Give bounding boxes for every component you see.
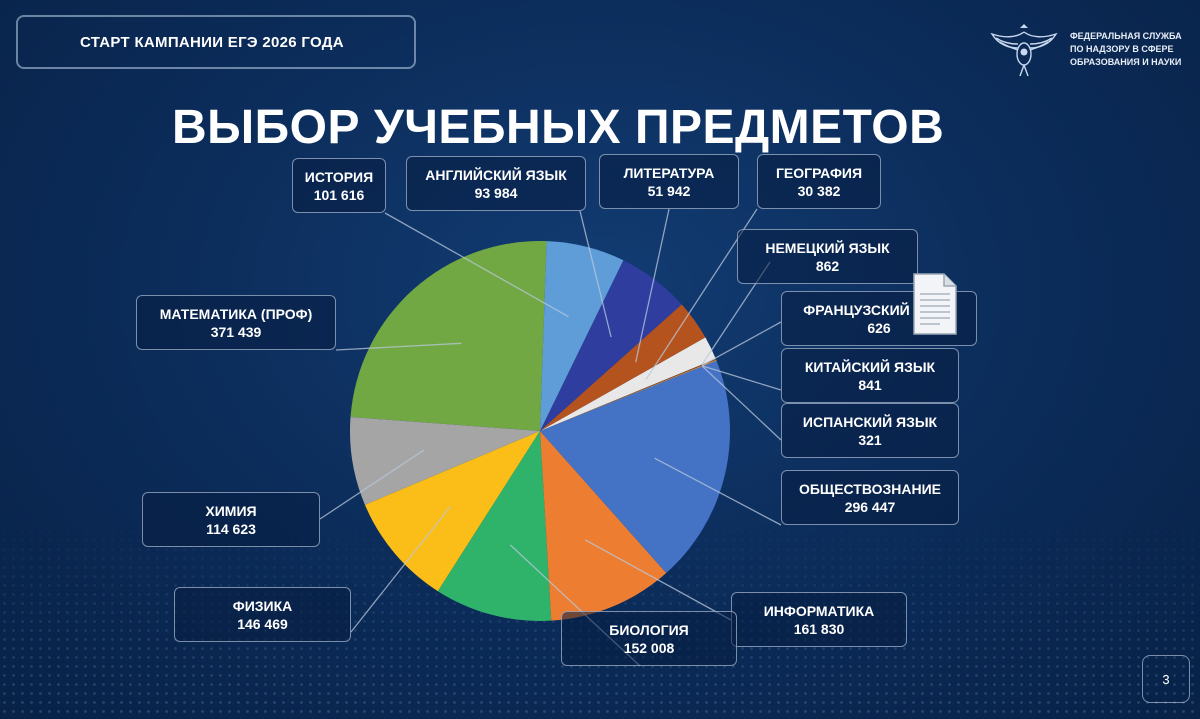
leader-line-8 bbox=[701, 321, 782, 366]
leader-line-2 bbox=[350, 506, 451, 633]
label-value: 841 bbox=[858, 376, 882, 393]
label-matematika: МАТЕМАТИКА (ПРОФ) 371 439 bbox=[136, 295, 336, 350]
leader-line-5 bbox=[654, 457, 782, 526]
label-kitayskiy: КИТАЙСКИЙ ЯЗЫК 841 bbox=[781, 348, 959, 403]
label-value: 93 984 bbox=[474, 184, 518, 201]
label-istoriya: ИСТОРИЯ 101 616 bbox=[292, 158, 386, 213]
label-value: 862 bbox=[815, 257, 840, 274]
agency-line-3: ОБРАЗОВАНИЯ И НАУКИ bbox=[1070, 57, 1182, 67]
label-name: ИСТОРИЯ bbox=[304, 168, 374, 185]
document-icon bbox=[913, 273, 957, 335]
label-khimiya: ХИМИЯ 114 623 bbox=[142, 492, 320, 547]
leader-line-7 bbox=[702, 365, 782, 391]
label-name: ИСПАНСКИЙ ЯЗЫК bbox=[802, 413, 938, 430]
leader-line-11 bbox=[635, 208, 670, 363]
label-value: 152 008 bbox=[623, 639, 675, 656]
label-nemetskiy: НЕМЕЦКИЙ ЯЗЫК 862 bbox=[737, 229, 918, 284]
label-name: КИТАЙСКИЙ ЯЗЫК bbox=[804, 358, 936, 375]
pie-slice-6 bbox=[540, 360, 717, 431]
label-value: 296 447 bbox=[844, 498, 896, 515]
pie-slice-10 bbox=[540, 337, 716, 431]
page-number: 3 bbox=[1142, 655, 1190, 703]
label-value: 51 942 bbox=[647, 182, 691, 199]
label-value: 146 469 bbox=[237, 615, 288, 632]
campaign-header: СТАРТ КАМПАНИИ ЕГЭ 2026 ГОДА bbox=[16, 15, 416, 69]
label-value: 371 439 bbox=[210, 323, 262, 340]
leader-line-12 bbox=[579, 210, 612, 338]
pie-slice-0 bbox=[350, 241, 547, 431]
label-fizika: ФИЗИКА 146 469 bbox=[174, 587, 351, 642]
pie-slice-3 bbox=[437, 431, 552, 622]
label-informatika: ИНФОРМАТИКА 161 830 bbox=[731, 592, 907, 647]
leader-line-0 bbox=[335, 342, 462, 351]
label-biologiya: БИОЛОГИЯ 152 008 bbox=[561, 611, 737, 666]
page-number-text: 3 bbox=[1162, 671, 1170, 687]
pie-slice-8 bbox=[540, 359, 717, 431]
label-name: НЕМЕЦКИЙ ЯЗЫК bbox=[765, 239, 890, 256]
label-value: 161 830 bbox=[793, 620, 845, 637]
label-name: АНГЛИЙСКИЙ ЯЗЫК bbox=[425, 166, 567, 183]
label-ispanskiy: ИСПАНСКИЙ ЯЗЫК 321 bbox=[781, 403, 959, 458]
leader-line-6 bbox=[701, 365, 782, 441]
pie-slice-2 bbox=[364, 431, 540, 592]
agency-line-1: ФЕДЕРАЛЬНАЯ СЛУЖБА bbox=[1070, 31, 1182, 41]
label-name: БИОЛОГИЯ bbox=[609, 621, 689, 638]
agency-name: ФЕДЕРАЛЬНАЯ СЛУЖБА ПО НАДЗОРУ В СФЕРЕ ОБ… bbox=[1070, 30, 1195, 69]
label-value: 114 623 bbox=[206, 520, 256, 537]
pie-slice-9 bbox=[540, 358, 717, 431]
label-geografiya: ГЕОГРАФИЯ 30 382 bbox=[757, 154, 881, 209]
label-name: ГЕОГРАФИЯ bbox=[775, 164, 863, 181]
label-name: ЛИТЕРАТУРА bbox=[623, 164, 715, 181]
eagle-emblem-icon bbox=[990, 24, 1058, 77]
chart-title: ВЫБОР УЧЕБНЫХ ПРЕДМЕТОВ bbox=[172, 101, 945, 154]
pie-slice-4 bbox=[540, 431, 667, 621]
pie-slice-11 bbox=[540, 304, 706, 431]
pie-slice-7 bbox=[540, 359, 717, 431]
label-name: ХИМИЯ bbox=[205, 502, 257, 519]
label-value: 626 bbox=[867, 319, 891, 336]
pie-slice-1 bbox=[350, 417, 540, 505]
agency-line-2: ПО НАДЗОРУ В СФЕРЕ bbox=[1070, 44, 1174, 54]
label-angliyskiy: АНГЛИЙСКИЙ ЯЗЫК 93 984 bbox=[406, 156, 586, 211]
campaign-label: СТАРТ КАМПАНИИ ЕГЭ 2026 ГОДА bbox=[80, 33, 344, 51]
label-value: 30 382 bbox=[797, 182, 841, 199]
label-obshchestvoznanie: ОБЩЕСТВОЗНАНИЕ 296 447 bbox=[781, 470, 959, 525]
label-name: МАТЕМАТИКА (ПРОФ) bbox=[159, 305, 313, 322]
leader-line-13 bbox=[384, 212, 569, 318]
pie-slice-13 bbox=[540, 241, 624, 431]
label-name: ФИЗИКА bbox=[232, 597, 293, 614]
label-value: 101 616 bbox=[313, 186, 365, 203]
leader-line-4 bbox=[584, 539, 732, 621]
label-name: ОБЩЕСТВОЗНАНИЕ bbox=[798, 480, 942, 497]
pie-slice-5 bbox=[540, 360, 731, 573]
label-value: 321 bbox=[858, 431, 882, 448]
leader-line-1 bbox=[319, 449, 425, 520]
label-literatura: ЛИТЕРАТУРА 51 942 bbox=[599, 154, 739, 209]
label-name: ИНФОРМАТИКА bbox=[763, 602, 875, 619]
pie-slice-12 bbox=[540, 260, 682, 431]
